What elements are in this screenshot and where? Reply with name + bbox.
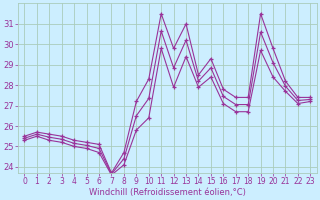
X-axis label: Windchill (Refroidissement éolien,°C): Windchill (Refroidissement éolien,°C) [89,188,246,197]
